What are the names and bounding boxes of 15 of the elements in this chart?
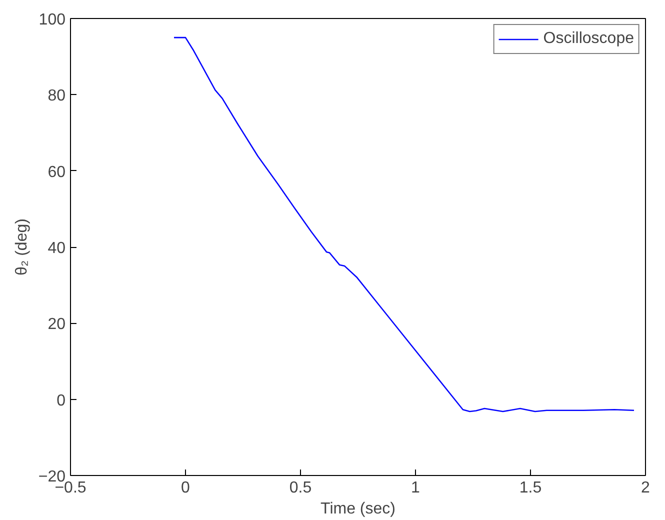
y-tick-label: 100 <box>38 12 66 28</box>
y-axis-title: θ₂ (deg) <box>13 218 30 276</box>
y-tick-label: 60 <box>48 164 66 181</box>
y-tick-label: 20 <box>48 316 66 334</box>
legend-label: Oscilloscope <box>543 30 634 48</box>
y-tick-label: 0 <box>56 392 66 410</box>
x-tick-label: 2 <box>641 480 650 496</box>
x-tick-label: 1 <box>411 480 420 496</box>
y-tick-label: −20 <box>38 468 66 486</box>
x-axis-title: Time (sec) <box>320 500 396 518</box>
y-tick-label: 80 <box>48 88 66 105</box>
x-tick-label: 1.5 <box>519 480 542 496</box>
x-tick-label: 0.5 <box>289 480 312 496</box>
x-tick-label: 0 <box>181 480 190 496</box>
y-tick-label: 40 <box>48 240 66 257</box>
